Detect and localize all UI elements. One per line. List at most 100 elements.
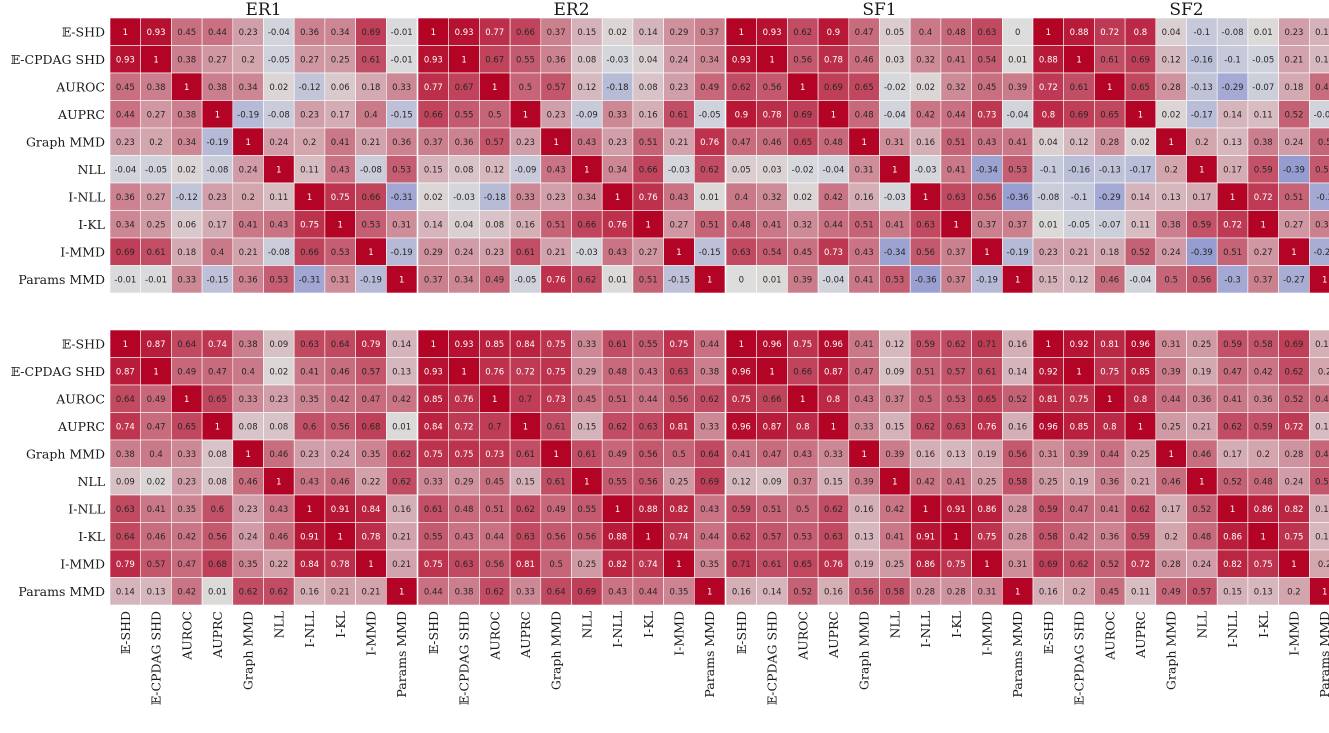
heatmap-cell	[1094, 265, 1126, 294]
cell-value-label: 0.75	[1100, 367, 1119, 377]
heatmap-cell	[448, 45, 480, 74]
cell-value-label: 0.61	[608, 340, 627, 350]
heatmap-cell	[448, 384, 480, 413]
heatmap-cell	[385, 127, 418, 156]
cell-value-label: 0.62	[269, 587, 288, 597]
cell-value-label: 0.82	[1223, 560, 1242, 570]
cell-value-label: 0.37	[547, 28, 566, 38]
cell-value-label: 0.2	[1164, 532, 1178, 542]
cell-value-label: -0.03	[884, 193, 906, 203]
cell-value-label: 0.08	[208, 450, 227, 460]
heatmap-cell	[479, 182, 511, 211]
heatmap-cell	[663, 412, 695, 441]
cell-value-label: 0.2	[1072, 587, 1086, 597]
cell-value-label: 0.52	[1284, 110, 1303, 120]
heatmap-cell	[201, 155, 234, 184]
cell-value-label: 0.56	[547, 532, 566, 542]
cell-value-label: 0.2	[1318, 367, 1329, 377]
cell-value-label: 0.2	[1164, 165, 1178, 175]
cell-value-label: -0.36	[915, 275, 937, 285]
heatmap-cell	[817, 384, 850, 413]
cell-value-label: 0.39	[1070, 450, 1089, 460]
cell-value-label: 0.59	[1254, 165, 1273, 175]
heatmap-cell	[1247, 210, 1279, 239]
cell-value-label: 0.47	[855, 367, 874, 377]
heatmap-cell	[1001, 439, 1034, 468]
cell-value-label: 0.55	[455, 110, 474, 120]
cell-value-label: 0.59	[1131, 532, 1150, 542]
column-label: AUROC	[1102, 611, 1117, 661]
cell-value-label: 0.4	[211, 248, 225, 258]
cell-value-label: 0.32	[793, 220, 812, 230]
heatmap-cell	[848, 182, 880, 211]
heatmap-cell	[540, 127, 572, 156]
heatmap-cell	[971, 127, 1003, 156]
heatmap-cell	[201, 439, 234, 468]
cell-value-label: 0.72	[516, 367, 535, 377]
cell-value-label: 0.66	[763, 395, 782, 405]
heatmap-cell	[848, 127, 880, 156]
cell-value-label: 0.16	[639, 110, 658, 120]
row-label: AUROC	[55, 79, 105, 94]
cell-value-label: 0.41	[1223, 395, 1242, 405]
cell-value-label: 0.5	[1318, 138, 1329, 148]
heatmap-cell	[448, 182, 480, 211]
cell-value-label: 0.36	[116, 193, 135, 203]
heatmap-cell	[756, 210, 788, 239]
heatmap-cell	[909, 494, 942, 523]
heatmap-cell	[601, 329, 634, 358]
cell-value-label: 0.36	[1100, 477, 1119, 487]
heatmap-cell	[293, 467, 326, 496]
heatmap-cell	[293, 329, 326, 358]
cell-value-label: 0.86	[1223, 532, 1242, 542]
cell-value-label: 0.42	[1254, 367, 1273, 377]
cell-value-label: 0.27	[208, 55, 227, 65]
cell-value-label: 0.18	[1100, 248, 1119, 258]
heatmap-cell	[1094, 522, 1126, 551]
cell-value-label: 0.51	[639, 138, 658, 148]
heatmap-cell	[448, 155, 480, 184]
cell-value-label: 0.65	[855, 83, 874, 93]
cell-value-label: 0.31	[1039, 450, 1058, 460]
cell-value-label: 0.33	[177, 275, 196, 285]
heatmap-cell	[817, 45, 850, 74]
heatmap-cell	[293, 549, 326, 578]
cell-value-label: 0.21	[1192, 422, 1211, 432]
heatmap-cell	[1155, 72, 1187, 101]
heatmap-cell	[693, 467, 726, 496]
cell-value-label: 0.55	[639, 340, 658, 350]
cell-value-label: 0.06	[177, 220, 196, 230]
column-label: AUPRC	[210, 611, 225, 659]
cell-value-label: 0.42	[824, 193, 843, 203]
cell-value-label: 0.31	[1162, 340, 1181, 350]
cell-value-label: 0.41	[947, 165, 966, 175]
panel-title: ER2	[553, 0, 589, 20]
cell-value-label: 0.37	[700, 28, 719, 38]
cell-value-label: 0.21	[392, 560, 411, 570]
cell-value-label: 0.52	[1223, 477, 1242, 487]
heatmap-cell	[725, 439, 758, 468]
cell-value-label: 0.33	[392, 83, 411, 93]
heatmap-cell	[109, 265, 142, 294]
heatmap-cell	[293, 265, 326, 294]
cell-value-label: 0.24	[669, 55, 688, 65]
heatmap-cell	[756, 155, 788, 184]
heatmap-cell	[1063, 210, 1095, 239]
cell-value-label: 0.56	[639, 450, 658, 460]
cell-value-label: 0.21	[1070, 248, 1089, 258]
cell-value-label: 0.14	[1223, 110, 1242, 120]
heatmap-cell	[1094, 237, 1126, 266]
heatmap-cell	[324, 210, 356, 239]
heatmap-cell	[1186, 329, 1218, 358]
cell-value-label: 0.93	[424, 367, 443, 377]
cell-value-label: 1	[553, 450, 558, 460]
cell-value-label: 0.2	[1195, 138, 1209, 148]
cell-value-label: 1	[800, 395, 805, 405]
cell-value-label: 0.61	[147, 248, 166, 258]
heatmap-cell	[263, 45, 295, 74]
heatmap-cell	[632, 522, 664, 551]
cell-value-label: 0.43	[608, 248, 627, 258]
cell-value-label: 0.08	[208, 477, 227, 487]
heatmap-cell	[848, 439, 880, 468]
cell-value-label: 0.05	[885, 28, 904, 38]
